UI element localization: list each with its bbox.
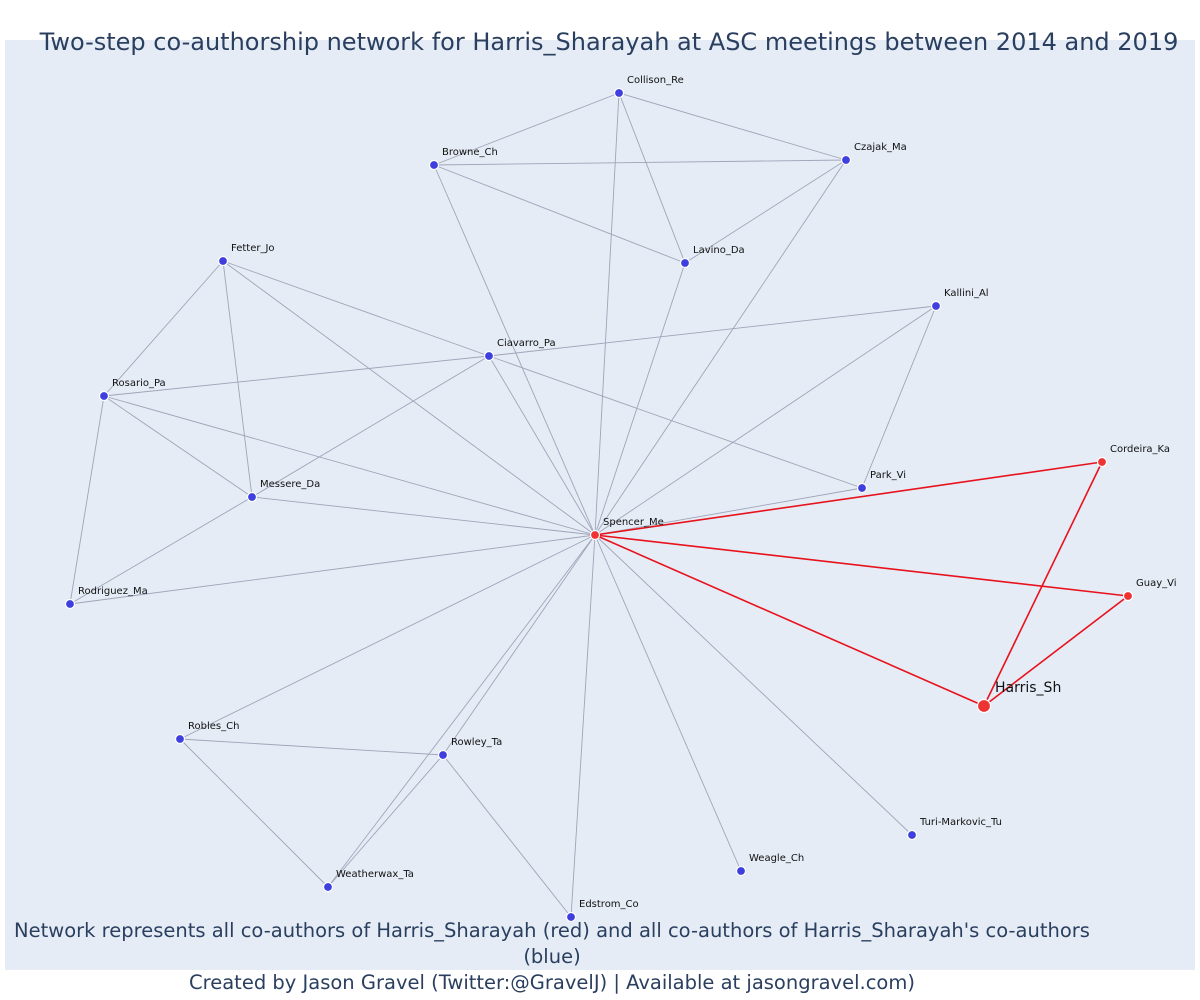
edge-collison-re-lavino-da [618,92,686,264]
edge-robles-ch-rowley-ta [179,738,444,756]
edge-rosario-pa-rodriguez-ma [69,395,105,605]
edge-rosario-pa-messere-da [103,395,253,498]
node-label-edstrom-co: Edstrom_Co [579,899,639,910]
edge-rosario-pa-ciavarro-pa [103,355,490,397]
node-browne-ch[interactable] [428,159,440,171]
node-label-weagle-ch: Weagle_Ch [749,853,804,864]
caption-line-2: Created by Jason Gravel (Twitter:@Gravel… [189,971,915,994]
edge-ciavarro-pa-park-vi [488,355,863,489]
edge-messere-da-spencer-me [251,496,596,536]
node-label-kallini-al: Kallini_Al [944,288,989,299]
edge-rowley-ta-weatherwax-ta [327,754,444,888]
chart-title: Two-step co-authorship network for Harri… [39,28,1179,56]
edge-guay-vi-harris-sh [983,595,1129,707]
node-label-browne-ch: Browne_Ch [442,147,498,158]
node-turi-markovic-tu[interactable] [906,829,918,841]
node-collison-re[interactable] [613,87,625,99]
node-park-vi[interactable] [856,482,868,494]
edge-fetter-jo-rosario-pa [103,260,224,397]
edge-messere-da-ciavarro-pa [251,355,490,498]
node-weatherwax-ta[interactable] [322,881,334,893]
edge-fetter-jo-spencer-me [222,260,596,536]
edge-park-vi-spencer-me [594,487,863,536]
node-label-turi-markovic-tu: Turi-Markovic_Tu [919,817,1002,828]
node-label-rowley-ta: Rowley_Ta [451,737,502,748]
edge-rodriguez-ma-spencer-me [69,534,596,605]
node-label-czajak-ma: Czajak_Ma [854,142,907,153]
node-lavino-da[interactable] [679,257,691,269]
caption-line-1: Network represents all co-authors of Har… [14,919,1090,968]
edge-fetter-jo-messere-da [222,260,253,498]
node-rodriguez-ma[interactable] [64,598,76,610]
nodes-layer [64,87,1134,923]
edge-fetter-jo-ciavarro-pa [222,260,490,357]
node-cordeira-ka[interactable] [1096,456,1108,468]
labels-layer: Collison_Re Browne_Ch Czajak_Ma Lavino_Da Fe… [78,75,1177,910]
edge-collison-re-czajak-ma [618,92,847,161]
edge-rowley-ta-edstrom-co [442,754,572,918]
node-label-messere-da: Messere_Da [260,479,320,490]
edge-messere-da-rodriguez-ma [69,496,253,605]
node-messere-da[interactable] [246,491,258,503]
plot-area [5,40,1195,970]
node-guay-vi[interactable] [1122,590,1134,602]
node-label-spencer-me: Spencer_Me [603,517,664,528]
edge-weatherwax-ta-spencer-me [327,534,596,888]
node-label-ciavarro-pa: Ciavarro_Pa [497,338,556,349]
node-czajak-ma[interactable] [840,154,852,166]
edge-robles-ch-weatherwax-ta [179,738,329,888]
node-kallini-al[interactable] [930,300,942,312]
node-weagle-ch[interactable] [735,865,747,877]
edge-czajak-ma-spencer-me [594,159,847,536]
edge-spencer-me-guay-vi [594,534,1129,597]
edges-layer [69,92,1129,918]
node-label-lavino-da: Lavino_Da [693,245,745,256]
edge-lavino-da-spencer-me [594,262,686,536]
node-rowley-ta[interactable] [437,749,449,761]
edge-cordeira-ka-harris-sh [983,461,1103,707]
node-edstrom-co[interactable] [565,911,577,923]
node-label-collison-re: Collison_Re [627,75,684,86]
edge-collison-re-browne-ch [433,92,620,166]
edge-turi-markovic-tu-spencer-me [594,534,913,836]
edge-browne-ch-lavino-da [433,164,686,264]
edge-ciavarro-pa-spencer-me [488,355,596,536]
edge-czajak-ma-lavino-da [684,159,847,264]
node-ciavarro-pa[interactable] [483,350,495,362]
edge-kallini-al-park-vi [861,305,937,489]
node-harris-sh[interactable] [976,698,992,714]
node-label-rosario-pa: Rosario_Pa [112,378,166,389]
edge-collison-re-spencer-me [594,92,620,536]
node-label-park-vi: Park_Vi [870,470,906,481]
node-robles-ch[interactable] [174,733,186,745]
node-label-guay-vi: Guay_Vi [1136,578,1177,589]
edge-spencer-me-harris-sh [594,534,985,707]
node-label-cordeira-ka: Cordeira_Ka [1110,444,1170,455]
edge-rowley-ta-spencer-me [442,534,596,756]
edge-kallini-al-spencer-me [594,305,937,536]
node-label-fetter-jo: Fetter_Jo [231,243,275,254]
node-label-robles-ch: Robles_Ch [188,721,239,732]
edge-browne-ch-spencer-me [433,164,596,536]
node-spencer-me[interactable] [589,529,601,541]
edge-robles-ch-spencer-me [179,534,596,740]
node-rosario-pa[interactable] [98,390,110,402]
edge-edstrom-co-spencer-me [570,534,596,918]
node-label-rodriguez-ma: Rodriguez_Ma [78,586,148,597]
node-label-harris-sh: Harris_Sh [995,680,1061,696]
edge-rosario-pa-spencer-me [103,395,596,536]
edge-ciavarro-pa-kallini-al [488,305,937,357]
edge-weagle-ch-spencer-me [594,534,742,872]
caption: Network represents all co-authors of Har… [0,918,1104,996]
edge-spencer-me-cordeira-ka [594,461,1103,536]
edge-browne-ch-czajak-ma [433,159,847,166]
node-label-weatherwax-ta: Weatherwax_Ta [336,869,414,880]
node-fetter-jo[interactable] [217,255,229,267]
